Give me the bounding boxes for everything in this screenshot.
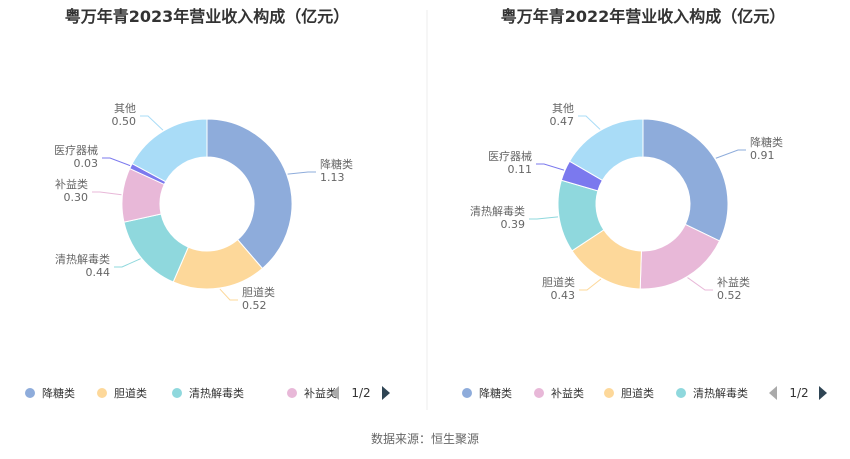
slice-value-label: 0.43 (551, 289, 576, 302)
legend-prev-arrow-icon[interactable] (331, 386, 339, 400)
slice-value-label: 0.03 (74, 157, 99, 170)
label-leader-line (92, 191, 122, 196)
legend-2023: 降糖类 胆道类 清热解毒类 补益类 (25, 386, 337, 400)
chart-title: 粤万年青2023年营业收入构成（亿元） (65, 7, 350, 26)
legend-prev-arrow-icon[interactable] (769, 386, 777, 400)
legend-swatch (172, 388, 182, 398)
label-leader-line (114, 258, 141, 268)
legend-label: 胆道类 (114, 386, 147, 400)
slice-value-label: 0.52 (242, 299, 267, 312)
legend-label: 补益类 (304, 386, 337, 400)
pie-slice[interactable] (642, 118, 729, 242)
legend-item[interactable]: 补益类 (287, 386, 337, 400)
legend-label: 清热解毒类 (693, 386, 748, 400)
label-leader-line (687, 277, 713, 291)
pie-slice[interactable] (131, 118, 208, 183)
legend-item[interactable]: 胆道类 (97, 386, 147, 400)
legend-swatch (462, 388, 472, 398)
legend-label: 清热解毒类 (189, 386, 244, 400)
pie-slice[interactable] (206, 118, 293, 270)
label-leader-line (140, 115, 164, 131)
slice-category-label: 医疗器械 (488, 149, 532, 163)
legend-item[interactable]: 清热解毒类 (172, 386, 244, 400)
label-leader-line (715, 149, 746, 159)
legend-item[interactable]: 胆道类 (604, 386, 654, 400)
slice-value-label: 0.30 (64, 191, 89, 204)
slice-value-label: 0.44 (86, 266, 111, 279)
slice-category-label: 降糖类 (320, 157, 353, 171)
legend-next-arrow-icon[interactable] (382, 386, 390, 400)
label-leader-line (287, 171, 316, 175)
legend-item[interactable]: 降糖类 (462, 386, 512, 400)
slice-category-label: 其他 (552, 102, 574, 115)
legend-label: 补益类 (551, 386, 584, 400)
legend-2022: 降糖类 补益类 胆道类 清热解毒类 (462, 386, 748, 400)
legend-item[interactable]: 降糖类 (25, 386, 75, 400)
label-leader-line (219, 288, 238, 301)
slice-category-label: 补益类 (717, 275, 750, 289)
label-leader-line (102, 157, 131, 167)
label-leader-line (536, 163, 565, 171)
slice-category-label: 清热解毒类 (470, 204, 525, 218)
legend-page-indicator: 1/2 (789, 386, 808, 400)
slice-value-label: 0.11 (508, 163, 533, 176)
legend-item[interactable]: 补益类 (534, 386, 584, 400)
slice-value-label: 0.52 (717, 289, 742, 302)
label-leader-line (529, 216, 559, 220)
slice-category-label: 胆道类 (242, 285, 275, 299)
legend-swatch (604, 388, 614, 398)
slice-category-label: 胆道类 (542, 275, 575, 289)
chart-2022: 粤万年青2022年营业收入构成（亿元） 降糖类0.91补益类0.52胆道类0.4… (462, 7, 827, 400)
label-leader-line (579, 278, 602, 291)
slice-value-label: 0.39 (501, 218, 526, 231)
legend-label: 胆道类 (621, 386, 654, 400)
data-source: 数据来源：恒生聚源 (371, 431, 479, 446)
slice-category-label: 医疗器械 (54, 143, 98, 157)
legend-swatch (287, 388, 297, 398)
legend-label: 降糖类 (42, 386, 75, 400)
slice-category-label: 补益类 (55, 177, 88, 191)
pie-slice[interactable] (568, 118, 644, 182)
legend-swatch (534, 388, 544, 398)
slice-value-label: 0.50 (112, 115, 137, 128)
slice-category-label: 清热解毒类 (55, 252, 110, 266)
chart-2023: 粤万年青2023年营业收入构成（亿元） 降糖类1.13胆道类0.52清热解毒类0… (25, 7, 390, 400)
legend-page-indicator: 1/2 (351, 386, 370, 400)
slice-category-label: 其他 (114, 102, 136, 115)
legend-next-arrow-icon[interactable] (819, 386, 827, 400)
slice-value-label: 1.13 (320, 171, 345, 184)
chart-title: 粤万年青2022年营业收入构成（亿元） (501, 7, 786, 26)
slice-value-label: 0.91 (750, 149, 775, 162)
label-leader-line (578, 115, 601, 130)
legend-swatch (97, 388, 107, 398)
legend-swatch (25, 388, 35, 398)
slice-value-label: 0.47 (550, 115, 575, 128)
legend-swatch (676, 388, 686, 398)
legend-item[interactable]: 清热解毒类 (676, 386, 748, 400)
slice-category-label: 降糖类 (750, 135, 783, 149)
legend-label: 降糖类 (479, 386, 512, 400)
